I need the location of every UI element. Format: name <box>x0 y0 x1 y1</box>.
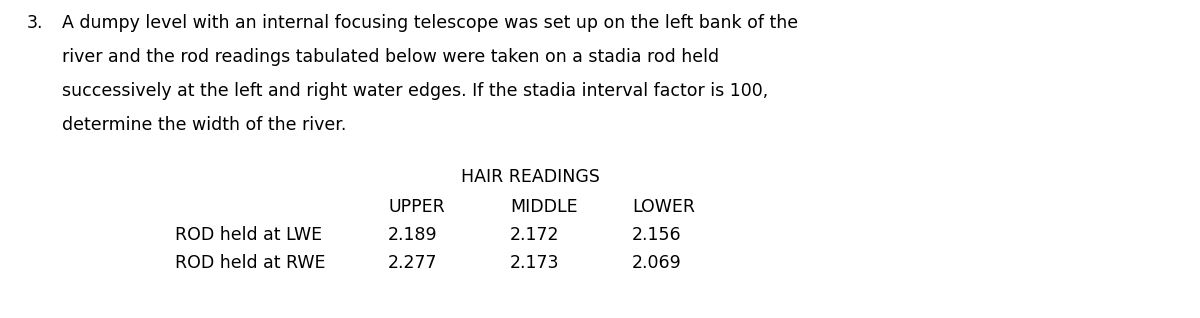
Text: 2.156: 2.156 <box>632 226 682 244</box>
Text: 2.173: 2.173 <box>510 254 559 272</box>
Text: ROD held at LWE: ROD held at LWE <box>175 226 322 244</box>
Text: successively at the left and right water edges. If the stadia interval factor is: successively at the left and right water… <box>62 82 769 100</box>
Text: 2.189: 2.189 <box>388 226 438 244</box>
Text: determine the width of the river.: determine the width of the river. <box>62 116 347 134</box>
Text: river and the rod readings tabulated below were taken on a stadia rod held: river and the rod readings tabulated bel… <box>62 48 720 66</box>
Text: HAIR READINGS: HAIR READINGS <box>461 168 600 186</box>
Text: A dumpy level with an internal focusing telescope was set up on the left bank of: A dumpy level with an internal focusing … <box>62 14 798 32</box>
Text: ROD held at RWE: ROD held at RWE <box>175 254 325 272</box>
Text: UPPER: UPPER <box>388 198 445 216</box>
Text: 2.069: 2.069 <box>632 254 682 272</box>
Text: LOWER: LOWER <box>632 198 695 216</box>
Text: 3.: 3. <box>26 14 43 32</box>
Text: MIDDLE: MIDDLE <box>510 198 577 216</box>
Text: 2.277: 2.277 <box>388 254 438 272</box>
Text: 2.172: 2.172 <box>510 226 559 244</box>
